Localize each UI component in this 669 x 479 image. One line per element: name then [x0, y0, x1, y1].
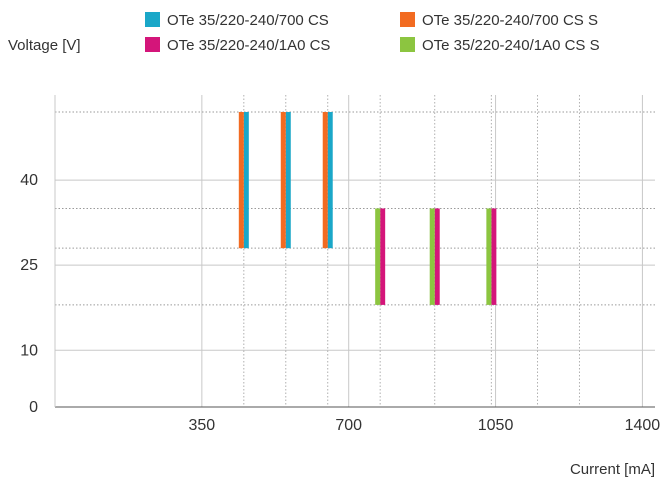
bar — [280, 112, 286, 249]
legend-swatch — [400, 12, 415, 27]
tick-labels: 350 700 1050 1400 0 10 25 40 — [20, 172, 660, 434]
bar — [491, 208, 497, 305]
bar — [380, 208, 386, 305]
y-tick-label: 40 — [20, 172, 38, 189]
grid — [55, 95, 655, 407]
bar — [322, 112, 328, 249]
y-axis-title: Voltage [V] — [8, 37, 81, 54]
legend-label: OTe 35/220-240/700 CS — [167, 12, 329, 29]
axes — [54, 95, 655, 408]
y-tick-label: 10 — [20, 342, 38, 359]
x-axis-title: Current [mA] — [570, 461, 655, 478]
bar — [238, 112, 244, 249]
legend-swatch — [145, 37, 160, 52]
bars — [238, 112, 497, 305]
legend-swatch — [145, 12, 160, 27]
x-tick-label: 350 — [189, 417, 216, 434]
legend-label: OTe 35/220-240/1A0 CS — [167, 37, 330, 54]
legend-label: OTe 35/220-240/1A0 CS S — [422, 37, 600, 54]
y-tick-label: 25 — [20, 257, 38, 274]
bar — [429, 208, 435, 305]
bar — [486, 208, 492, 305]
x-tick-label: 700 — [335, 417, 362, 434]
bar — [243, 112, 249, 249]
x-tick-label: 1400 — [625, 417, 661, 434]
bar — [375, 208, 381, 305]
legend-label: OTe 35/220-240/700 CS S — [422, 12, 598, 29]
bar — [327, 112, 333, 249]
y-tick-label: 0 — [29, 399, 38, 416]
x-tick-label: 1050 — [478, 417, 514, 434]
legend-swatch — [400, 37, 415, 52]
bar — [285, 112, 291, 249]
legend: OTe 35/220-240/700 CS OTe 35/220-240/700 … — [145, 12, 600, 54]
bar — [434, 208, 440, 305]
